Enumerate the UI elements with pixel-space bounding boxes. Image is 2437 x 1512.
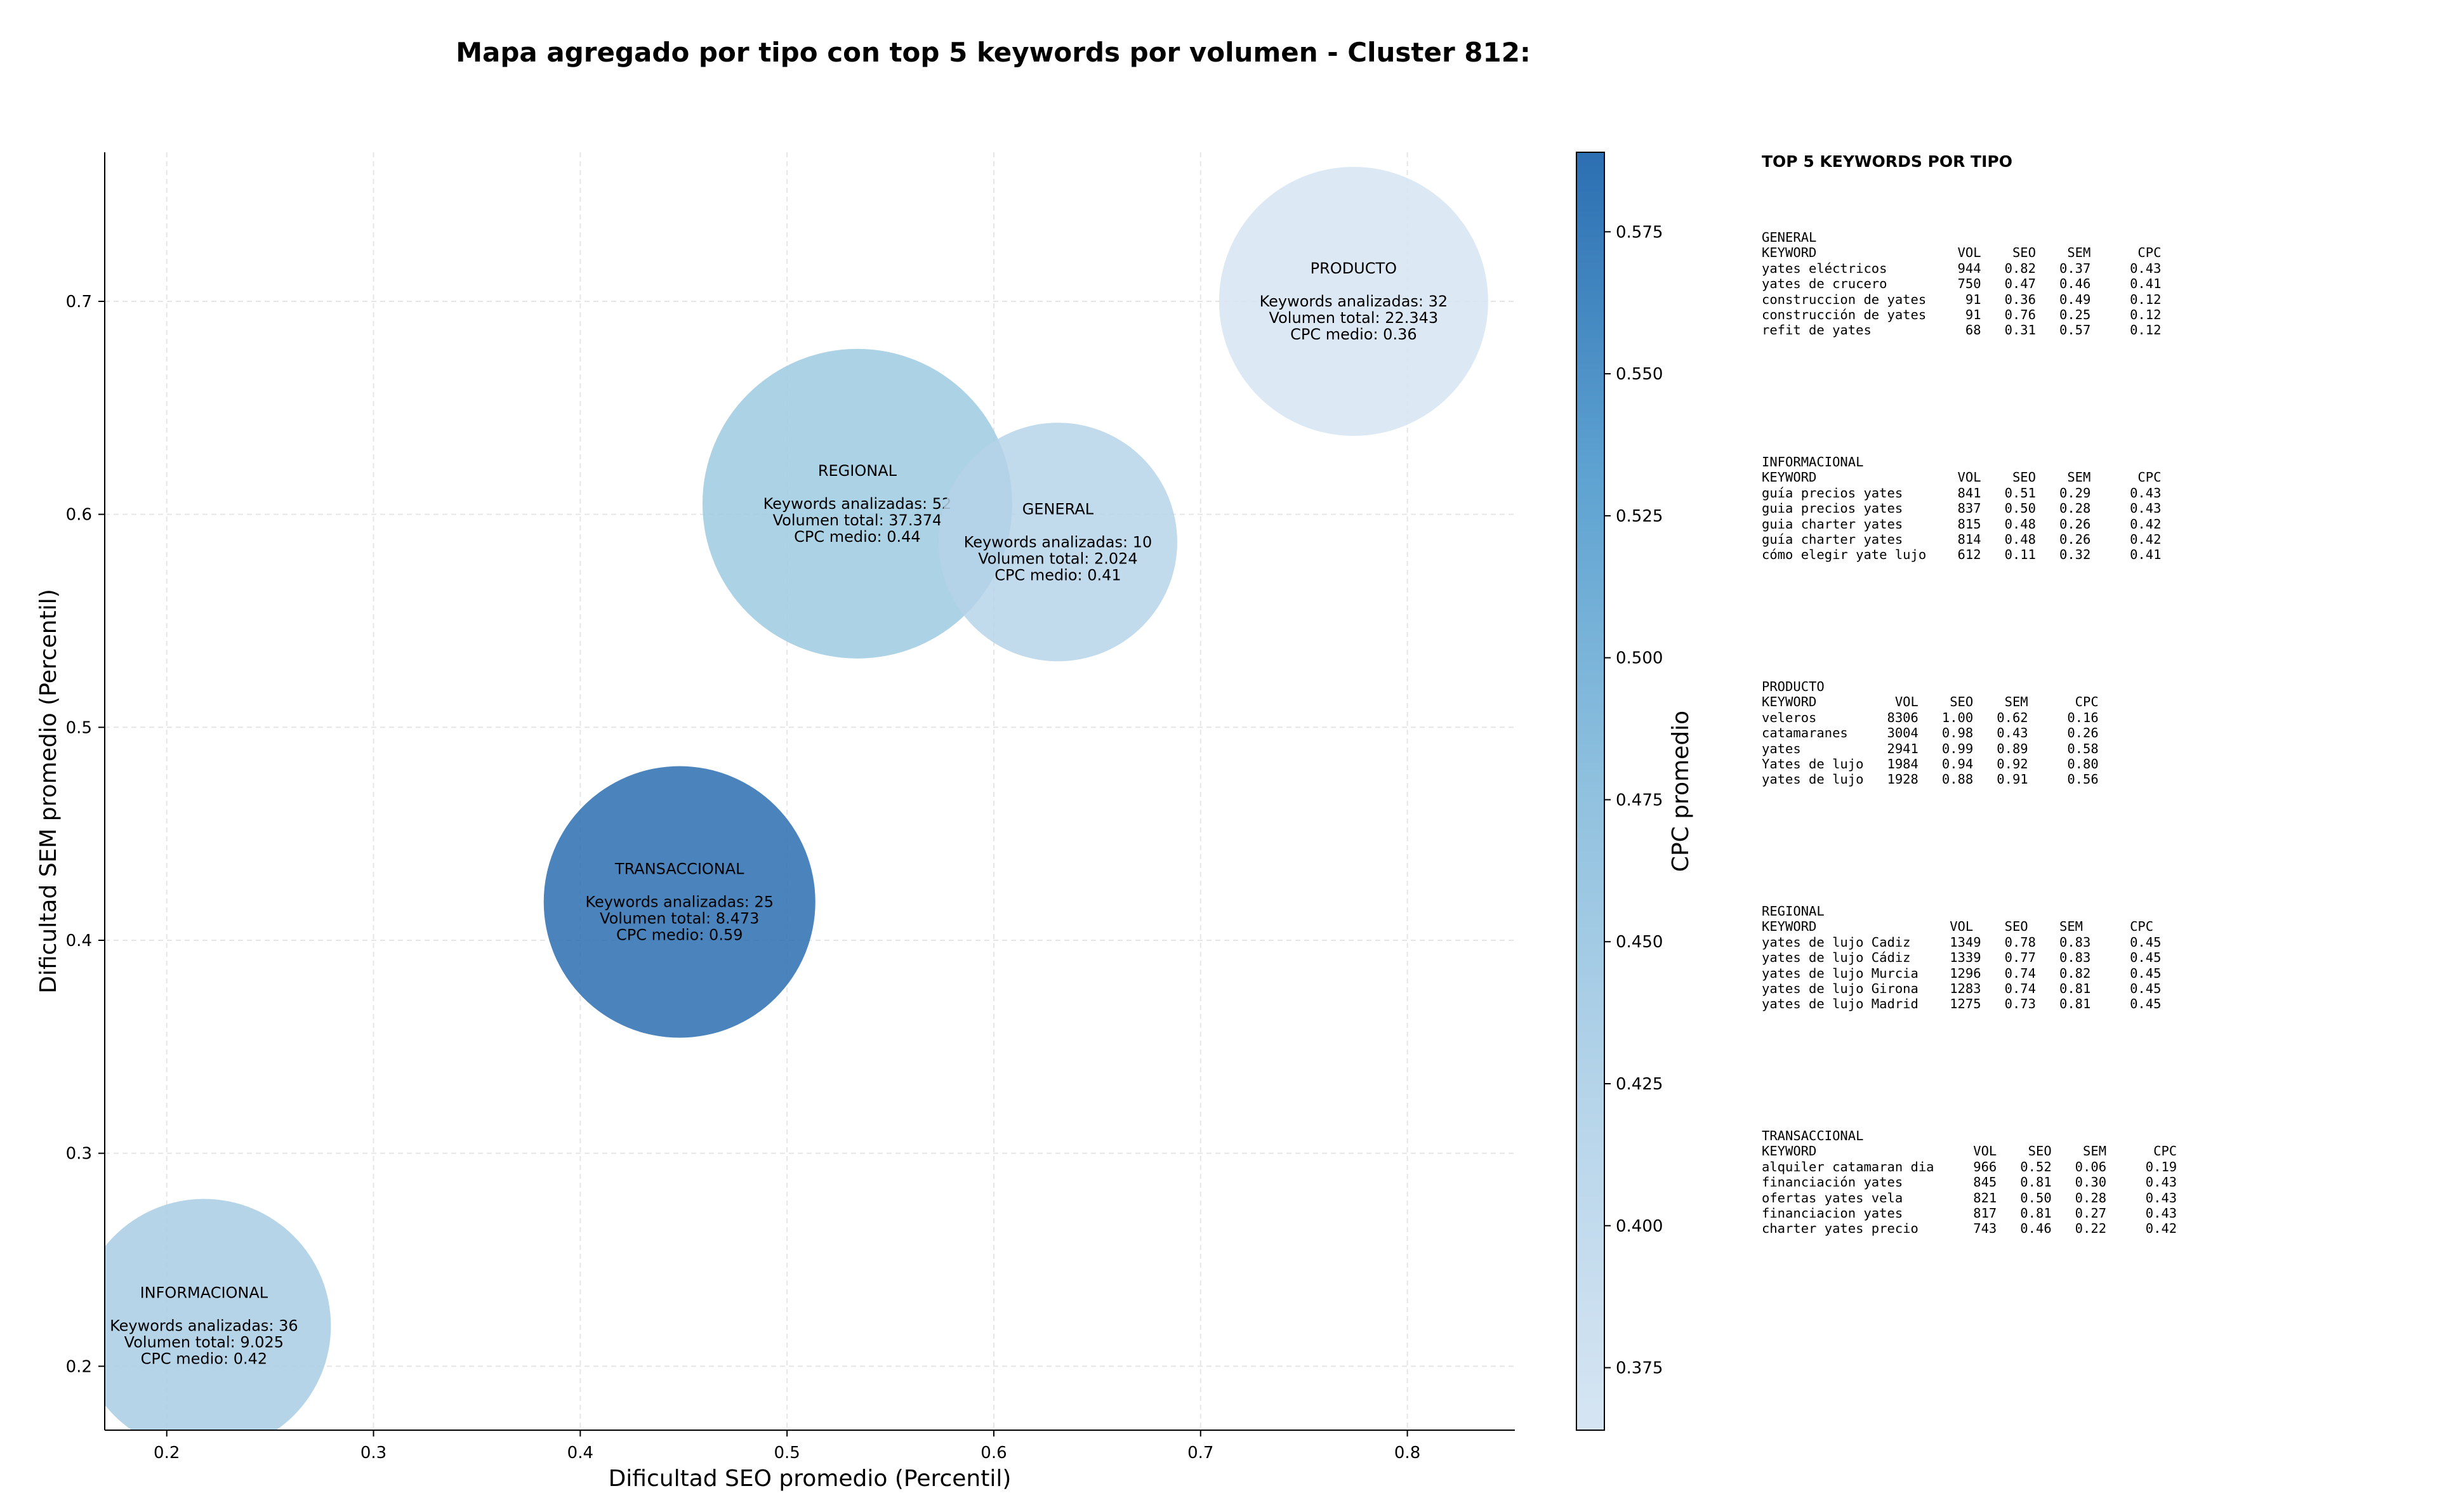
keyword-row: cómo elegir yate lujo 612 0.11 0.32 0.41: [1762, 547, 2162, 563]
colorbar-tick-label: 0.575: [1616, 223, 1663, 242]
keyword-row: refit de yates 68 0.31 0.57 0.12: [1762, 322, 2162, 338]
colorbar-tick-label: 0.500: [1616, 649, 1663, 668]
axes: 0.2 0.3 0.4 0.5 0.6 0.7 0.8 0.2 0.3 0.4 0.5 0.6 0.7 D…: [36, 152, 1515, 1492]
keyword-row: yates de crucero 750 0.47 0.46 0.41: [1762, 276, 2162, 292]
keyword-row: yates de lujo 1928 0.88 0.91 0.56: [1762, 772, 2099, 787]
x-tick-label: 0.8: [1394, 1443, 1420, 1463]
keyword-row: yates eléctricos 944 0.82 0.37 0.43: [1762, 260, 2162, 276]
x-tick-label: 0.6: [981, 1443, 1007, 1463]
bubble-label: Volumen total: 2.024: [978, 549, 1137, 567]
bubble-transaccional: [543, 766, 816, 1038]
keyword-block: INFORMACIONAL KEYWORD VOL SEO SEM CPC guía…: [1762, 454, 2161, 563]
colorbar-gradient: [1576, 152, 1605, 1431]
keyword-row: KEYWORD VOL SEO SEM CPC: [1762, 245, 2162, 261]
bubble-label: Volumen total: 9.025: [124, 1334, 284, 1351]
keyword-row: guia precios yates 837 0.50 0.28 0.43: [1762, 501, 2162, 516]
x-axis-label: Dificultad SEO promedio (Percentil): [609, 1466, 1012, 1492]
keyword-row: veleros 8306 1.00 0.62 0.16: [1762, 709, 2099, 725]
keyword-row: KEYWORD VOL SEO SEM CPC: [1762, 470, 2162, 485]
keyword-row: yates de lujo Cadiz 1349 0.78 0.83 0.45: [1762, 934, 2162, 950]
x-tick-label: 0.3: [360, 1443, 386, 1463]
colorbar-tick-label: 0.450: [1616, 933, 1663, 952]
keyword-row: financiación yates 845 0.81 0.30 0.43: [1762, 1174, 2177, 1190]
colorbar-tick-label: 0.425: [1616, 1075, 1663, 1094]
keyword-row: TRANSACCIONAL: [1762, 1128, 1864, 1143]
keyword-row: PRODUCTO: [1762, 679, 1825, 694]
keyword-row: yates de lujo Murcia 1296 0.74 0.82 0.45: [1762, 965, 2162, 981]
chart-title: Mapa agregado por tipo con top 5 keyword…: [456, 37, 1531, 68]
colorbar: 0.375 0.400 0.425 0.450 0.475 0.500 0.525 0.550…: [1576, 152, 1694, 1431]
bubble-label: Keywords analizadas: 32: [1260, 293, 1448, 310]
y-tick-label: 0.7: [66, 293, 92, 312]
y-tick-label: 0.4: [66, 931, 92, 950]
keyword-row: KEYWORD VOL SEO SEM CPC: [1762, 694, 2099, 710]
bubble-label: Volumen total: 8.473: [600, 910, 759, 928]
keyword-row: yates de lujo Madrid 1275 0.73 0.81 0.45: [1762, 996, 2162, 1012]
y-tick-label: 0.5: [66, 718, 92, 737]
keyword-row: charter yates precio 743 0.46 0.22 0.42: [1762, 1221, 2177, 1237]
y-tick-label: 0.3: [66, 1145, 92, 1164]
y-tick-label: 0.2: [66, 1357, 92, 1376]
colorbar-tick-label: 0.400: [1616, 1217, 1663, 1236]
keyword-row: guia charter yates 815 0.48 0.26 0.42: [1762, 516, 2162, 532]
keyword-row: yates de lujo Girona 1283 0.74 0.81 0.45: [1762, 981, 2162, 997]
x-tick-label: 0.5: [774, 1443, 800, 1463]
keyword-row: alquiler catamaran dia 966 0.52 0.06 0.1…: [1762, 1159, 2177, 1174]
keyword-block: PRODUCTO KEYWORD VOL SEO SEM CPC veleros 8…: [1762, 679, 2099, 787]
keyword-row: GENERAL: [1762, 230, 1817, 245]
keyword-row: financiacion yates 817 0.81 0.27 0.43: [1762, 1206, 2177, 1221]
keyword-row: REGIONAL: [1762, 904, 1825, 919]
x-tick-label: 0.2: [154, 1443, 180, 1463]
bubble-label: Keywords analizadas: 52: [763, 495, 952, 513]
x-tick-label: 0.4: [567, 1443, 593, 1463]
keyword-block: GENERAL KEYWORD VOL SEO SEM CPC yates eléc…: [1762, 230, 2161, 338]
bubble-label: REGIONAL: [818, 462, 897, 480]
keyword-row: guía precios yates 841 0.51 0.29 0.43: [1762, 485, 2162, 501]
bubble-label: GENERAL: [1022, 500, 1094, 518]
keyword-row: ofertas yates vela 821 0.50 0.28 0.43: [1762, 1190, 2177, 1206]
colorbar-label: CPC promedio: [1668, 711, 1694, 872]
keyword-row: KEYWORD VOL SEO SEM CPC: [1762, 919, 2154, 935]
bubble-label: CPC medio: 0.41: [994, 566, 1121, 584]
bubble-label: Volumen total: 37.374: [773, 511, 942, 529]
keyword-row: INFORMACIONAL: [1762, 454, 1864, 470]
bubble-label: Keywords analizadas: 36: [110, 1317, 298, 1335]
keyword-row: guía charter yates 814 0.48 0.26 0.42: [1762, 532, 2162, 548]
colorbar-tick-label: 0.525: [1616, 507, 1663, 526]
bubble-producto: [1218, 166, 1488, 436]
bubble-regional: [702, 348, 1012, 659]
keyword-row: yates 2941 0.99 0.89 0.58: [1762, 740, 2099, 756]
keyword-row: construccion de yates 91 0.36 0.49 0.12: [1762, 291, 2162, 307]
side-panel-title: TOP 5 KEYWORDS POR TIPO: [1762, 152, 2012, 171]
keyword-row: KEYWORD VOL SEO SEM CPC: [1762, 1143, 2177, 1159]
x-tick-label: 0.7: [1187, 1443, 1213, 1463]
bubble-label: INFORMACIONAL: [140, 1284, 268, 1302]
keyword-block: TRANSACCIONAL KEYWORD VOL SEO SEM CPC alqu…: [1762, 1128, 2177, 1237]
bubble-informacional: [105, 1199, 331, 1430]
bubble-label: CPC medio: 0.36: [1290, 325, 1417, 343]
keyword-row: yates de lujo Cádiz 1339 0.77 0.83 0.45: [1762, 950, 2162, 966]
colorbar-tick-label: 0.550: [1616, 365, 1663, 384]
colorbar-tick-label: 0.475: [1616, 791, 1663, 810]
bubble-label: CPC medio: 0.42: [141, 1350, 268, 1368]
bubble-label: Keywords analizadas: 10: [964, 533, 1152, 551]
bubble-label: Volumen total: 22.343: [1269, 309, 1439, 327]
bubble-label: Keywords analizadas: 25: [585, 893, 774, 911]
bubble-label: CPC medio: 0.59: [616, 926, 743, 944]
bubble-label: PRODUCTO: [1311, 260, 1397, 277]
keyword-row: catamaranes 3004 0.98 0.43 0.26: [1762, 725, 2099, 741]
y-tick-label: 0.6: [66, 506, 92, 525]
keyword-block: REGIONAL KEYWORD VOL SEO SEM CPC yates de …: [1762, 904, 2161, 1012]
colorbar-tick-label: 0.375: [1616, 1359, 1663, 1378]
bubble-general: [938, 423, 1177, 662]
keyword-row: construcción de yates 91 0.76 0.25 0.12: [1762, 307, 2162, 323]
bubble-label: CPC medio: 0.44: [794, 528, 921, 546]
y-axis-label: Dificultad SEM promedio (Percentil): [36, 589, 62, 994]
bubble-label: TRANSACCIONAL: [614, 860, 744, 878]
keyword-row: Yates de lujo 1984 0.94 0.92 0.80: [1762, 756, 2099, 772]
